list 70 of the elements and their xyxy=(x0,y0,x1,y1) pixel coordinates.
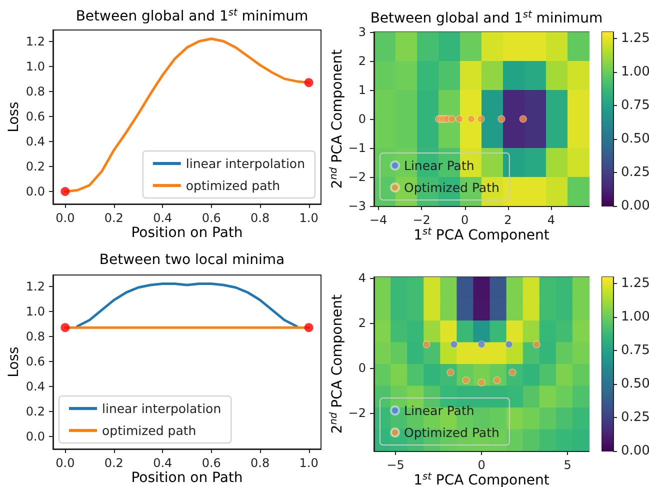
x-tick-label: −4 xyxy=(369,213,388,227)
x-tick-label: 0.8 xyxy=(250,456,270,470)
color-bar-label: 1.00 xyxy=(621,64,649,80)
x-tick-label: 1.0 xyxy=(299,456,318,470)
color-bar-label: 0.00 xyxy=(621,444,649,458)
x-tick-label: 1.0 xyxy=(299,211,318,225)
y-tick-label: 0 xyxy=(358,360,366,375)
y-tick-label: 1.0 xyxy=(26,304,45,318)
color-bar-label: 0.75 xyxy=(621,343,649,358)
y-tick-label: 0.6 xyxy=(26,109,45,124)
y-tick-label: −2 xyxy=(348,170,366,184)
x-tick-label: 5 xyxy=(564,458,572,472)
color-bar-label: 0.25 xyxy=(621,165,649,180)
y-tick-label: 0.2 xyxy=(26,404,45,418)
legend-label: linear interpolation xyxy=(102,401,222,416)
x-tick-label: 4 xyxy=(547,213,556,227)
legend-label: Linear Path xyxy=(404,403,474,418)
x-tick-label: 0.8 xyxy=(250,211,270,225)
legend-label: optimized path xyxy=(102,423,196,438)
x-tick-label: −5 xyxy=(386,458,404,472)
y-tick-label: 0 xyxy=(358,112,366,126)
chart-title: Between two local minima xyxy=(99,252,285,268)
y-tick-label: −3 xyxy=(348,199,366,213)
y-tick-label: 1.2 xyxy=(26,34,45,48)
y-tick-label: 0.4 xyxy=(26,134,45,148)
legend-label: Optimized Path xyxy=(404,425,500,440)
color-bar-label: 0.75 xyxy=(621,98,649,114)
x-tick-label: 0.0 xyxy=(56,211,75,225)
y-tick-label: 4 xyxy=(358,271,366,286)
color-bar-label: 1.25 xyxy=(621,276,649,292)
color-bar-label: 0.00 xyxy=(621,198,649,214)
y-axis-title: 2nd PCA Component xyxy=(328,48,346,189)
x-tick-label: 0.6 xyxy=(202,211,221,225)
y-tick-label: −1 xyxy=(348,141,366,155)
legend-label: optimized path xyxy=(186,178,280,193)
y-axis-title: Loss xyxy=(6,346,22,378)
y-tick-label: −2 xyxy=(348,406,366,420)
x-tick-label: 0 xyxy=(460,213,469,227)
y-tick-label: 2 xyxy=(358,316,366,330)
color-bar-label: 1.00 xyxy=(621,310,649,325)
y-tick-label: 1 xyxy=(358,83,366,97)
x-tick-label: 0 xyxy=(478,458,486,472)
color-bar-label: 0.25 xyxy=(621,410,649,426)
color-bar-label: 1.25 xyxy=(621,31,649,46)
x-tick-label: 2 xyxy=(504,213,512,227)
y-axis-title: Loss xyxy=(6,102,22,132)
y-tick-label: 0.0 xyxy=(26,184,45,198)
y-tick-label: 3 xyxy=(358,25,366,39)
x-axis-title: Position on Path xyxy=(131,470,243,486)
x-tick-label: 0.4 xyxy=(153,211,172,225)
y-tick-label: 0.8 xyxy=(26,329,45,344)
legend-label: linear interpolation xyxy=(186,156,306,171)
y-tick-label: 0.0 xyxy=(26,429,45,444)
x-tick-label: 0.0 xyxy=(56,456,75,470)
color-bar-label: 0.50 xyxy=(621,376,649,392)
x-tick-label: 0.4 xyxy=(153,456,172,470)
y-tick-label: 1.2 xyxy=(26,279,45,294)
y-tick-label: 1.0 xyxy=(26,59,45,74)
color-bar-label: 0.50 xyxy=(621,132,649,147)
x-axis-title: Position on Path xyxy=(131,225,243,241)
y-tick-label: 0.2 xyxy=(26,159,45,174)
x-tick-label: 0.2 xyxy=(104,456,124,470)
x-tick-label: −2 xyxy=(412,213,430,227)
x-tick-label: 0.6 xyxy=(202,456,221,470)
x-tick-label: 0.2 xyxy=(104,211,124,225)
y-tick-label: 2 xyxy=(358,54,366,68)
y-tick-label: 0.8 xyxy=(26,84,45,98)
y-axis-title: 2nd PCA Component xyxy=(328,294,346,434)
y-tick-label: 0.6 xyxy=(26,354,45,368)
y-tick-label: 0.4 xyxy=(26,379,45,394)
